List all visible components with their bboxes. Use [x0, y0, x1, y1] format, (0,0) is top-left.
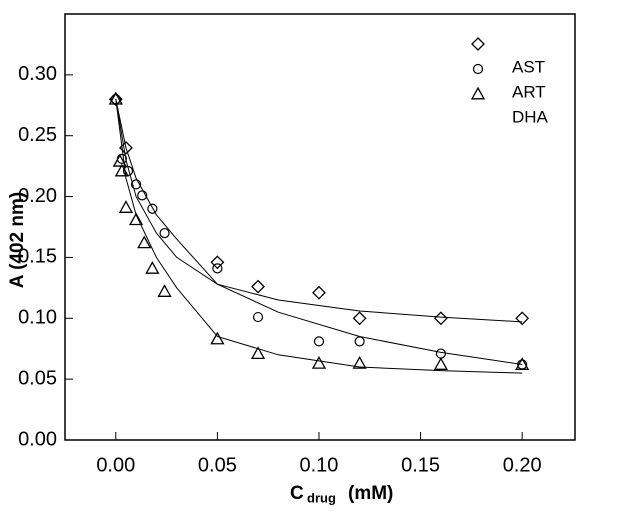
- x-axis-label-unit: (mM): [348, 483, 393, 504]
- point: [210, 331, 225, 345]
- point: [251, 279, 265, 294]
- point: [433, 357, 449, 370]
- legend-marker: [470, 86, 486, 100]
- point: [212, 263, 223, 274]
- point: [515, 357, 530, 370]
- point: [137, 235, 152, 249]
- point: [435, 348, 446, 359]
- legend-label: ART: [512, 82, 546, 101]
- x-axis-label-sub: drug: [307, 490, 336, 505]
- point: [129, 212, 144, 226]
- point: [252, 311, 264, 323]
- point: [145, 261, 160, 274]
- y-tick-label: 0.00: [18, 428, 57, 450]
- x-tick-label: 0.05: [198, 454, 237, 476]
- point: [157, 284, 172, 297]
- point: [210, 255, 225, 270]
- y-tick-label: 0.25: [18, 124, 57, 146]
- point: [112, 153, 127, 167]
- x-tick-label: 0.00: [96, 454, 135, 476]
- y-axis-label: A (402 nm): [7, 192, 28, 288]
- point: [352, 355, 367, 369]
- legend-label: DHA: [512, 107, 549, 126]
- point: [311, 355, 327, 369]
- fit-curve: [115, 99, 523, 365]
- x-tick-label: 0.20: [503, 454, 542, 476]
- point: [137, 190, 148, 201]
- point: [118, 200, 134, 213]
- x-tick-label: 0.15: [401, 454, 440, 476]
- point: [119, 140, 133, 155]
- point: [312, 285, 326, 300]
- legend-marker: [472, 63, 484, 75]
- point: [515, 311, 530, 326]
- point: [147, 203, 158, 214]
- point: [114, 163, 129, 177]
- y-tick-label: 0.05: [18, 367, 57, 389]
- point: [354, 336, 365, 347]
- y-tick-label: 0.10: [18, 307, 57, 329]
- x-axis-label: C: [290, 483, 304, 504]
- point: [433, 311, 448, 326]
- fit-curve: [115, 99, 523, 374]
- y-tick-label: 0.20: [18, 185, 57, 207]
- point: [108, 91, 123, 105]
- point: [352, 311, 367, 326]
- y-tick-label: 0.30: [18, 63, 57, 85]
- legend-marker: [471, 37, 485, 51]
- x-tick-label: 0.10: [300, 454, 339, 476]
- plot-frame: [64, 13, 576, 441]
- point: [159, 227, 170, 239]
- y-tick-label: 0.15: [18, 246, 57, 268]
- legend-label: AST: [512, 57, 545, 76]
- point: [250, 346, 266, 360]
- fit-curve: [115, 99, 523, 323]
- point: [313, 336, 325, 347]
- point: [131, 179, 142, 190]
